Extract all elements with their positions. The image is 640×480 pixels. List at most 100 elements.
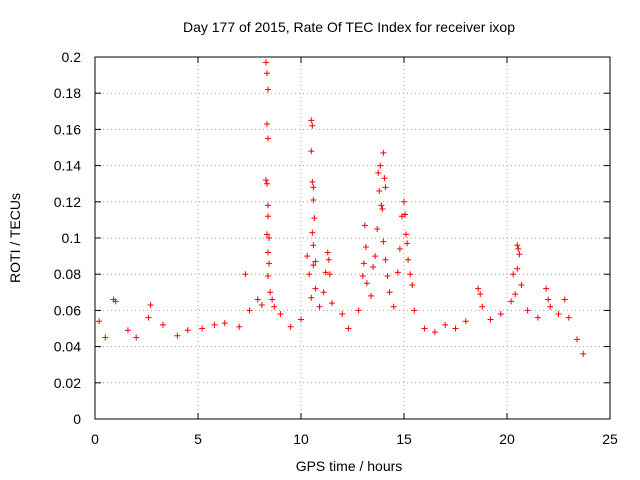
data-point [421,325,428,332]
data-point [516,251,523,258]
data-point [310,196,317,203]
data-point [360,260,367,267]
data-point [112,298,119,305]
data-point [580,350,587,357]
data-point [545,296,552,303]
data-point [264,180,271,187]
data-point [361,222,368,229]
data-point [211,321,218,328]
data-point [534,314,541,321]
data-point [355,307,362,314]
data-point [362,244,369,251]
data-point [308,117,315,124]
y-tick-label: 0.1 [62,230,82,246]
data-point [404,240,411,247]
data-point [328,300,335,307]
y-tick-labels: 0 0.02 0.04 0.06 0.08 0.1 0.12 0.14 0.16 0.18 0.2 [54,49,81,427]
data-point [368,292,375,299]
x-axis-label: GPS time / hours [296,458,403,474]
y-tick-label: 0.06 [54,302,81,318]
data-point [266,260,273,267]
data-point [370,263,377,270]
data-point [310,262,317,269]
data-point [380,238,387,245]
data-point [379,206,386,213]
data-point [547,303,554,310]
data-point [325,256,332,263]
data-point [159,321,166,328]
x-tick-labels: 0 5 10 15 20 25 [91,431,618,447]
data-point [262,59,269,66]
axis-ticks [94,56,611,420]
data-point [199,325,206,332]
data-point [394,269,401,276]
plot-frame [94,56,611,420]
data-point [264,120,271,127]
data-point [262,177,269,184]
data-point [246,307,253,314]
data-point [363,280,370,287]
data-point [133,334,140,341]
data-point [265,273,272,280]
data-point [266,235,273,241]
data-point [401,198,407,205]
data-point [524,307,531,314]
data-point [221,320,228,327]
data-point [345,325,352,332]
data-point [265,213,272,220]
data-point [384,273,391,280]
data-point [452,325,459,332]
data-point [512,291,519,298]
data-point [254,296,261,303]
data-point [236,323,243,330]
data-point [320,289,327,296]
data-point [310,242,317,249]
data-point [312,285,319,292]
y-tick-label: 0.02 [54,375,81,391]
data-point [574,336,581,343]
data-point [561,296,568,303]
data-point [390,303,397,310]
y-tick-label: 0.08 [54,266,81,282]
data-point [398,213,405,220]
data-point [380,149,387,156]
data-point [405,256,412,263]
data-point [386,289,393,296]
data-point [102,334,109,341]
data-point [487,316,494,323]
data-point [514,265,521,272]
data-point [184,327,191,334]
data-point [403,231,410,238]
data-point [382,184,389,191]
data-point [308,148,315,155]
data-point [269,296,276,303]
data-point [267,289,274,296]
data-point [304,253,311,260]
data-point [497,311,504,318]
data-point [324,249,331,256]
y-tick-label: 0.12 [54,194,81,210]
data-point [287,323,294,330]
data-point [442,321,449,328]
data-point [409,282,416,289]
data-point [96,318,103,325]
grid [95,57,610,419]
data-point [298,316,304,323]
data-point [308,294,315,301]
data-point [242,271,249,278]
data-point [431,329,438,336]
y-tick-label: 0.04 [54,339,81,355]
data-point [306,271,313,278]
x-tick-label: 25 [602,431,618,447]
data-point [508,298,515,305]
data-point [339,311,346,318]
data-point [271,303,278,310]
data-point [311,215,318,222]
data-point [381,175,388,182]
y-tick-label: 0.2 [62,49,82,65]
data-point [372,253,379,260]
data-point [462,318,469,325]
data-point [265,202,272,209]
data-point [377,162,384,169]
